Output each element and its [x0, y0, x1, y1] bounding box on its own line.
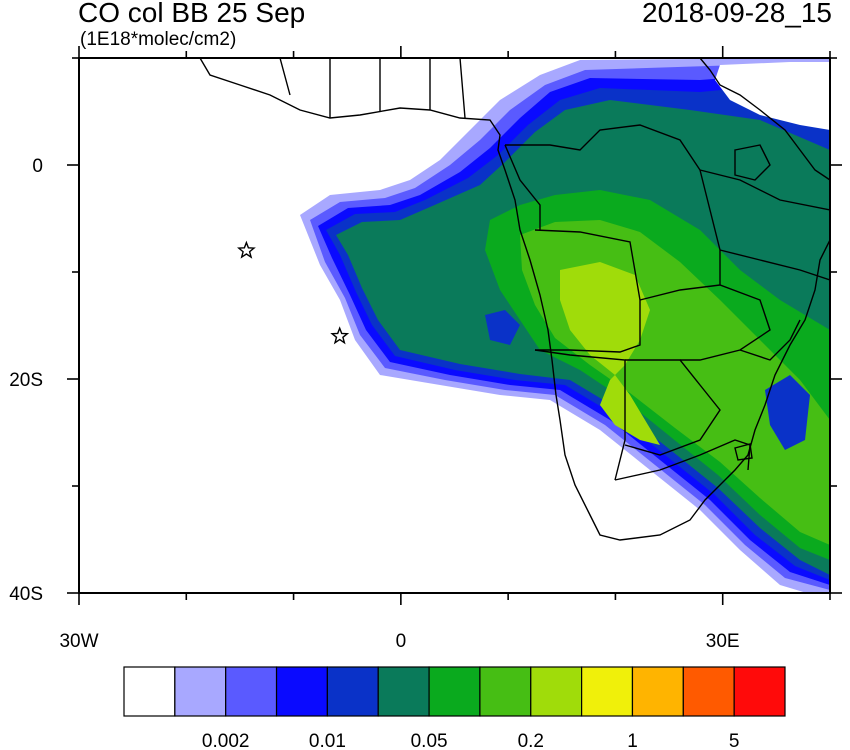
border-east-2	[719, 249, 830, 281]
colorbar-swatch	[581, 666, 634, 717]
plot-frame	[78, 57, 831, 594]
colorbar-swatch	[174, 666, 227, 717]
map-title: CO col BB 25 Sep	[78, 0, 306, 28]
contour-level-8	[560, 262, 660, 445]
y-tick-label: 0	[32, 156, 43, 177]
border-zambia	[639, 284, 771, 361]
y-tick-label: 20S	[9, 370, 43, 391]
colorbar-swatch	[682, 666, 735, 717]
border-drc	[505, 124, 721, 285]
contour-patch-blue-2	[765, 375, 810, 450]
lesotho	[734, 443, 753, 461]
co-plume-contours	[300, 58, 830, 593]
colorbar-label: 0.002	[202, 731, 250, 750]
border-mozambique	[739, 319, 801, 361]
border-south-africa	[614, 439, 751, 481]
station-markers	[236, 240, 350, 345]
x-tick-label: 30E	[706, 631, 740, 652]
datetime-label: 2018-09-28_15	[642, 0, 832, 28]
colorbar	[123, 666, 786, 717]
africa-coastline	[199, 58, 830, 541]
colorbar-swatch	[326, 666, 379, 717]
colorbar-label: 0.2	[518, 731, 544, 750]
east-africa-coast	[699, 58, 830, 181]
x-tick-label: 0	[396, 631, 407, 652]
axis-ticks	[67, 46, 842, 605]
colorbar-swatch	[733, 666, 786, 717]
border-west-africa	[279, 58, 466, 119]
colorbar-swatch	[225, 666, 278, 717]
star-2-icon	[330, 326, 350, 345]
colorbar-label: 5	[729, 731, 740, 750]
colorbar-label: 0.05	[411, 731, 448, 750]
lake-victoria	[734, 144, 771, 181]
colorbar-swatch	[479, 666, 532, 717]
colorbar-swatch	[275, 666, 328, 717]
colorbar-labels: 0.002 0.01 0.05 0.2 1 5	[202, 731, 740, 750]
x-tick-label: 30W	[59, 631, 98, 652]
border-east-1	[699, 169, 830, 211]
colorbar-swatch	[123, 666, 176, 717]
colorbar-swatch	[631, 666, 684, 717]
y-tick-label: 40S	[9, 584, 43, 605]
colorbar-swatch	[377, 666, 430, 717]
border-congo	[504, 144, 541, 230]
colorbar-swatch	[530, 666, 583, 717]
contour-patch-blue-1	[485, 310, 520, 345]
star-1-icon	[236, 240, 256, 259]
axis-tick-labels: 30W 0 30E 0 20S 40S	[9, 156, 739, 652]
border-angola	[534, 229, 641, 353]
map-boundaries	[199, 58, 830, 541]
colorbar-swatch	[428, 666, 481, 717]
colorbar-label: 0.01	[309, 731, 346, 750]
units-label: (1E18*molec/cm2)	[80, 29, 237, 50]
contour-patch-white-1	[715, 62, 830, 130]
colorbar-label: 1	[627, 731, 638, 750]
